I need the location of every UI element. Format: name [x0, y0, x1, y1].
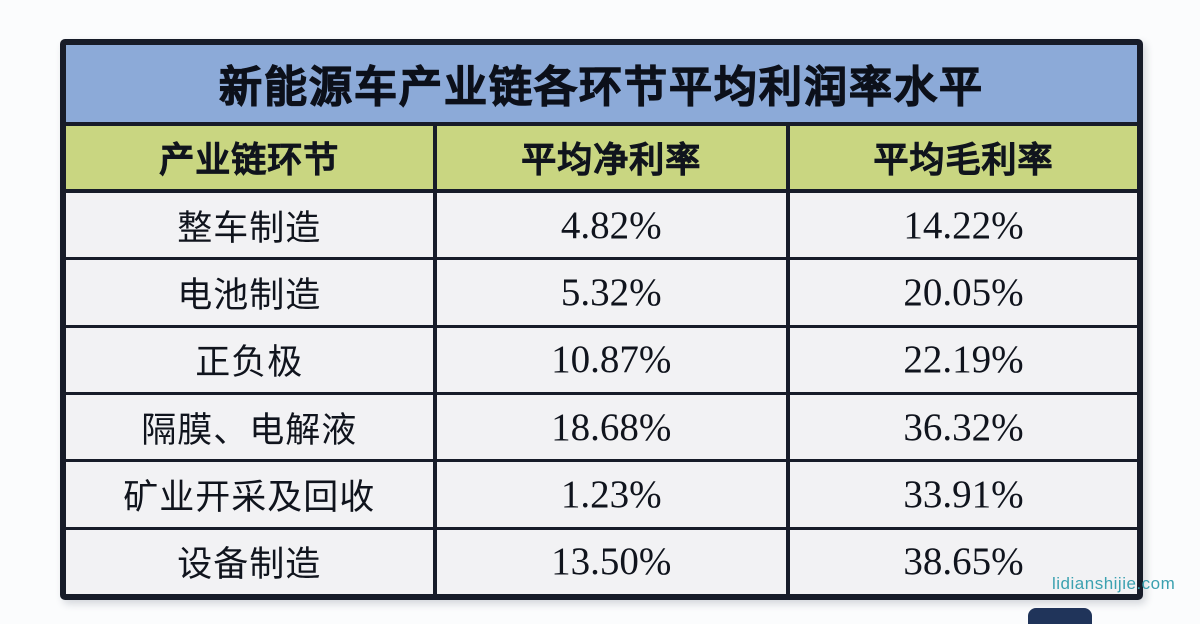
table-title: 新能源车产业链各环节平均利润率水平: [66, 45, 1137, 126]
table-row: 整车制造 4.82% 14.22%: [66, 193, 1137, 261]
net-margin-cell: 18.68%: [437, 394, 790, 460]
table-row: 隔膜、电解液 18.68% 36.32%: [66, 394, 1137, 463]
net-margin-cell: 5.32%: [437, 260, 790, 325]
profit-margin-table: 新能源车产业链各环节平均利润率水平 产业链环节 平均净利率 平均毛利率 整车制造…: [60, 39, 1143, 600]
segment-cell: 隔膜、电解液: [66, 394, 437, 460]
net-margin-cell: 1.23%: [437, 462, 790, 527]
table-header-row: 产业链环节 平均净利率 平均毛利率: [66, 126, 1137, 193]
gross-margin-cell: 33.91%: [903, 472, 1024, 516]
table-row: 正负极 10.87% 22.19%: [66, 327, 1137, 395]
gross-margin-cell: 20.05%: [903, 270, 1024, 314]
table-row: 设备制造 13.50% 38.65%: [66, 529, 1137, 594]
segment-cell: 整车制造: [66, 193, 437, 258]
net-margin-cell: 10.87%: [437, 327, 790, 392]
column-header-segment: 产业链环节: [66, 126, 437, 189]
segment-cell: 电池制造: [66, 260, 437, 325]
gross-margin-cell: 14.22%: [903, 203, 1024, 247]
table-row: 电池制造 5.32% 20.05%: [66, 260, 1137, 328]
gross-margin-cell: 38.65%: [903, 540, 1024, 584]
net-margin-cell: 13.50%: [437, 529, 790, 594]
segment-cell: 正负极: [66, 327, 437, 392]
column-header-gross-margin: 平均毛利率: [873, 141, 1054, 181]
bottom-cropped-element: [1028, 608, 1092, 624]
segment-cell: 矿业开采及回收: [66, 462, 437, 527]
segment-cell: 设备制造: [66, 529, 437, 594]
gross-margin-cell: 36.32%: [903, 405, 1024, 449]
net-margin-cell: 4.82%: [437, 193, 790, 258]
table-row: 矿业开采及回收 1.23% 33.91%: [66, 462, 1137, 530]
gross-margin-cell: 22.19%: [903, 338, 1024, 382]
site-watermark: lidianshijie.com: [1052, 574, 1176, 593]
column-header-net-margin: 平均净利率: [437, 126, 790, 189]
